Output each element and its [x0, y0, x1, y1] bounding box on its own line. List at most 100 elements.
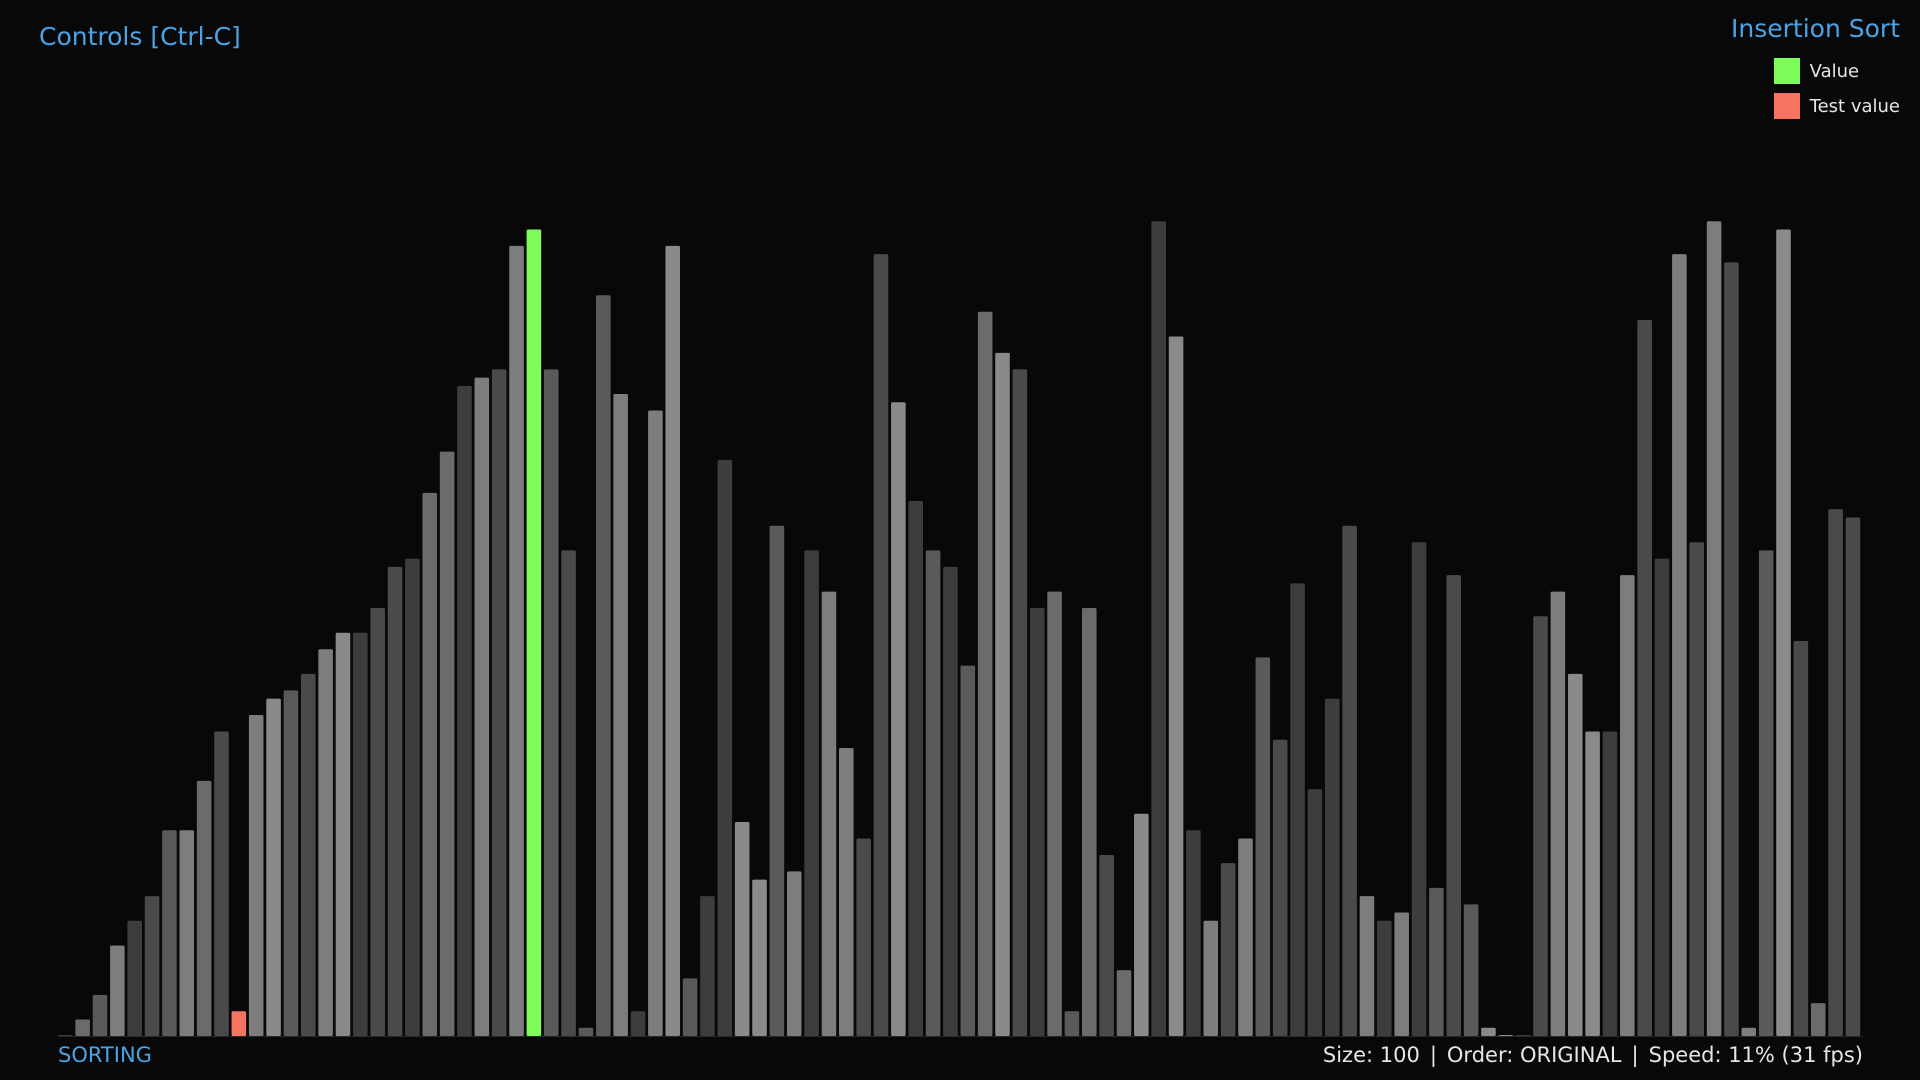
sort-bar	[1134, 813, 1149, 1036]
controls-link[interactable]: Controls [Ctrl-C]	[39, 22, 241, 51]
sort-bar	[1151, 221, 1166, 1037]
sort-bar	[1411, 542, 1427, 1036]
sort-bar	[596, 295, 611, 1036]
sort-bar	[1776, 229, 1791, 1036]
sort-bar	[1706, 221, 1722, 1037]
sort-bar	[196, 780, 212, 1036]
sort-bar	[318, 649, 333, 1036]
sort-bar	[752, 879, 767, 1036]
sort-bar	[630, 1011, 646, 1036]
legend-item-test-value: Test value	[1773, 93, 1900, 119]
sort-bar	[1342, 525, 1357, 1036]
legend-label-value: Value	[1809, 60, 1860, 82]
sort-bar	[891, 402, 906, 1036]
sort-bar	[1567, 673, 1583, 1036]
sort-bar	[856, 838, 871, 1036]
sort-bar	[1168, 336, 1184, 1036]
sort-bar	[943, 566, 958, 1036]
sort-bar	[127, 920, 142, 1036]
value-color-swatch	[1773, 58, 1800, 84]
algorithm-title: Insertion Sort	[1731, 14, 1900, 43]
separator: |	[1429, 1043, 1437, 1067]
sort-bar	[248, 715, 264, 1036]
sort-bar	[422, 492, 438, 1036]
sort-bar	[1324, 698, 1340, 1036]
sort-bar	[1689, 542, 1705, 1036]
sort-bar	[509, 245, 524, 1037]
sort-bar	[578, 1027, 594, 1036]
size-stat: Size: 100	[1322, 1043, 1420, 1067]
sort-bar	[387, 566, 403, 1036]
sort-bar	[1672, 254, 1687, 1036]
sort-bar	[1654, 558, 1670, 1036]
sort-bar	[1012, 369, 1028, 1036]
legend: Value Test value	[1773, 58, 1900, 128]
sort-bar	[1255, 657, 1271, 1036]
sort-bar	[873, 254, 889, 1036]
sort-bar	[353, 632, 368, 1036]
separator: |	[1631, 1043, 1639, 1067]
sort-bar	[1081, 608, 1097, 1036]
sort-bar	[1758, 550, 1774, 1036]
sort-bar	[839, 747, 854, 1036]
sort-bar	[1446, 575, 1462, 1036]
sort-bar	[1377, 920, 1392, 1036]
sort-bar	[1845, 517, 1861, 1036]
sort-bar	[110, 945, 125, 1036]
sort-bar	[1186, 830, 1201, 1036]
sort-bar	[1741, 1027, 1757, 1036]
sort-bar	[1498, 1035, 1514, 1036]
sort-bar	[491, 369, 507, 1036]
sort-bar	[1359, 896, 1375, 1036]
test-value-color-swatch	[1773, 93, 1800, 119]
sorting-status: SORTING	[58, 1043, 152, 1067]
sort-bar	[786, 871, 802, 1036]
sort-bar	[1602, 731, 1618, 1036]
sort-bar	[1637, 319, 1652, 1036]
sort-bar	[1585, 731, 1600, 1036]
sort-bar	[405, 558, 420, 1036]
sort-bar	[1620, 575, 1635, 1036]
legend-item-value: Value	[1773, 58, 1900, 84]
sort-bar	[162, 830, 177, 1036]
sort-bar	[1272, 739, 1288, 1036]
sort-bar	[300, 673, 316, 1036]
sort-bar	[960, 665, 976, 1036]
legend-label-test-value: Test value	[1809, 95, 1900, 117]
sort-bar	[1220, 863, 1236, 1036]
sort-bar	[665, 245, 681, 1037]
sort-bar	[370, 608, 385, 1036]
sort-bar	[700, 896, 715, 1036]
sort-bar	[821, 591, 837, 1036]
sort-bar	[1793, 640, 1809, 1036]
sort-bar	[804, 550, 819, 1036]
sort-bar	[1533, 616, 1548, 1036]
sort-bar	[457, 385, 472, 1037]
sort-bar	[283, 690, 299, 1036]
sort-bar	[561, 550, 576, 1036]
sort-bar	[1116, 970, 1132, 1036]
value-bar	[526, 229, 542, 1036]
sort-bar	[1550, 591, 1566, 1036]
sort-bar	[1029, 608, 1045, 1036]
sort-bar	[266, 698, 281, 1036]
sort-bar	[1724, 262, 1739, 1036]
sort-bar	[144, 896, 160, 1036]
sort-bar	[769, 525, 785, 1036]
sort-bar	[1099, 854, 1114, 1036]
sort-bar	[1047, 591, 1062, 1036]
sort-bar	[1810, 1003, 1826, 1036]
sort-bar	[474, 377, 490, 1037]
sort-bar	[613, 394, 628, 1036]
sort-bar	[908, 501, 924, 1036]
sort-bar	[214, 731, 229, 1036]
test-value-bar	[231, 1011, 247, 1036]
sort-bar	[1394, 912, 1409, 1036]
sort-bar	[439, 451, 455, 1036]
sort-bar	[995, 352, 1010, 1036]
sort-bar	[925, 550, 941, 1036]
sort-bar	[1515, 1035, 1531, 1036]
sort-bar	[734, 822, 750, 1036]
sort-bar	[92, 994, 108, 1036]
